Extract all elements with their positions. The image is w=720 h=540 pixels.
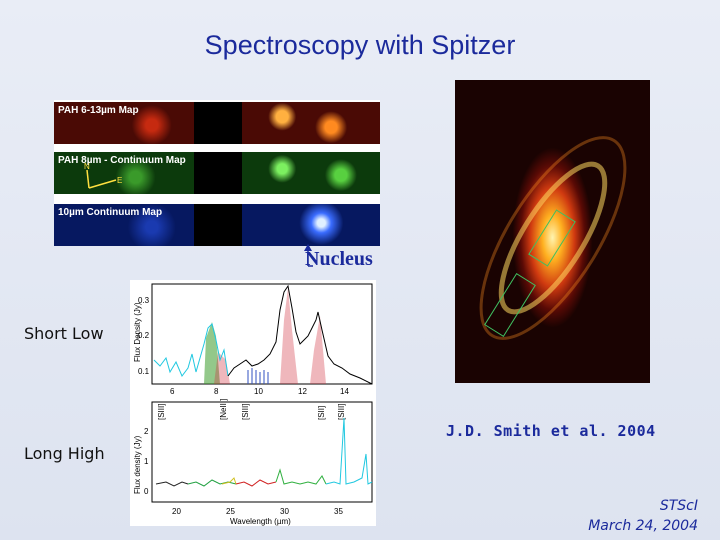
long-high-series-black xyxy=(155,481,189,487)
pah-feature-86 xyxy=(247,368,269,384)
line-label: [SII] xyxy=(317,406,326,420)
long-high-series-green2 xyxy=(275,468,327,485)
credit-text: J.D. Smith et al. 2004 xyxy=(446,422,656,440)
long-high-series-yellow xyxy=(221,477,237,485)
line-label: [SIII] xyxy=(157,404,166,420)
long-high-label: Long High xyxy=(24,444,105,463)
short-low-spectrum: Flux Density (Jy) 0.3 0.2 0.1 6 8 10 12 … xyxy=(130,280,376,398)
long-high-xtick: 25 xyxy=(226,507,235,516)
compass-e-label: E xyxy=(117,176,122,185)
long-high-ylabel: Flux density (Jy) xyxy=(133,435,142,494)
pah-continuum-map-strip: PAH 8µm - Continuum Map N E xyxy=(54,152,380,194)
short-low-black-series xyxy=(227,284,373,385)
long-high-xtick: 30 xyxy=(280,507,289,516)
long-high-ytick: 1 xyxy=(144,457,149,466)
short-low-xtick: 14 xyxy=(340,387,349,396)
long-high-spectrum: Flux density (Jy) 2 1 0 20 25 30 35 Wave… xyxy=(130,398,376,526)
nucleus-arrow-icon xyxy=(304,244,313,267)
pah-map-label: PAH 6-13µm Map xyxy=(58,105,139,116)
long-high-ytick: 0 xyxy=(144,487,149,496)
footer-org: STScI xyxy=(659,498,698,514)
long-high-xtick: 35 xyxy=(334,507,343,516)
short-low-cyan-series xyxy=(153,323,229,377)
long-high-xtick: 20 xyxy=(172,507,181,516)
galaxy-image xyxy=(455,80,650,383)
footer-date: March 24, 2004 xyxy=(588,518,698,534)
long-high-xlabel: Wavelength (µm) xyxy=(230,517,291,526)
compass-icon: N E xyxy=(84,162,122,189)
footer: STScI March 24, 2004 xyxy=(588,496,698,536)
long-high-series-cyan xyxy=(325,417,373,485)
short-low-xtick: 10 xyxy=(254,387,263,396)
short-low-xtick: 12 xyxy=(298,387,307,396)
irs-maps-panel: PAH 6-13µm Map PAH 8µm - Continuum Map N… xyxy=(54,100,380,246)
short-low-ytick: 0.2 xyxy=(138,331,150,340)
short-low-ytick: 0.1 xyxy=(138,367,150,376)
short-low-xtick: 8 xyxy=(214,387,219,396)
pah-feature-62 xyxy=(204,322,220,384)
slide-title: Spectroscopy with Spitzer xyxy=(204,30,516,60)
pah-continuum-map-label: PAH 8µm - Continuum Map xyxy=(58,155,186,166)
pah-map-strip: PAH 6-13µm Map xyxy=(54,102,380,144)
compass-n-label: N xyxy=(84,162,90,171)
continuum-map-label: 10µm Continuum Map xyxy=(58,207,163,218)
long-high-series-red xyxy=(235,479,277,487)
long-high-series-green xyxy=(187,479,237,487)
pah-feature-113 xyxy=(280,288,298,384)
short-low-ytick: 0.3 xyxy=(138,296,150,305)
line-label: [SIII] xyxy=(241,404,250,420)
continuum-map-strip: 10µm Continuum Map xyxy=(54,204,380,246)
short-low-ylabel: Flux Density (Jy) xyxy=(133,302,142,362)
nucleus-label: Nucleus xyxy=(305,248,373,270)
short-low-xtick: 6 xyxy=(170,387,175,396)
line-label: [NeIII] xyxy=(219,399,228,420)
galaxy-overlay xyxy=(479,136,627,340)
line-label: [SIII] xyxy=(337,404,346,420)
pah-feature-127 xyxy=(310,316,326,384)
short-low-label: Short Low xyxy=(24,324,104,343)
long-high-ytick: 2 xyxy=(144,427,149,436)
